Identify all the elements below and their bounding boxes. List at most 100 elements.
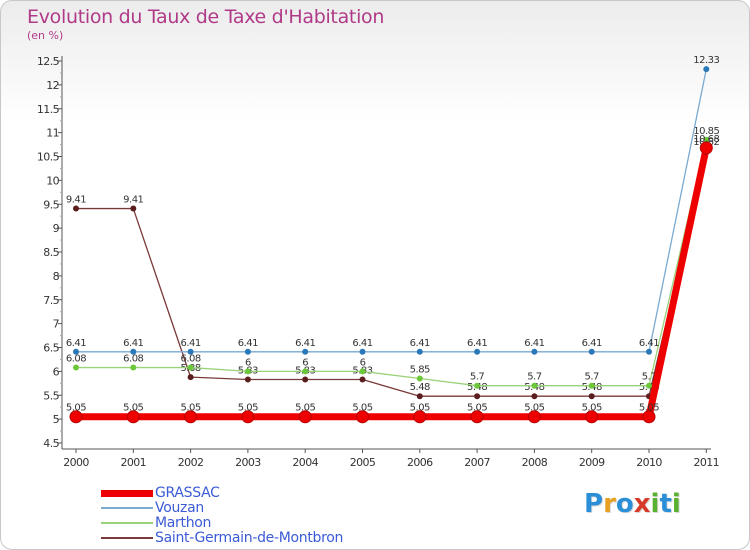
legend-swatch xyxy=(101,537,153,539)
data-label: 5.7 xyxy=(470,372,485,383)
data-point xyxy=(244,368,251,375)
legend-label: GRASSAC xyxy=(155,485,220,501)
data-point xyxy=(470,410,484,424)
data-label: 6.41 xyxy=(410,338,430,349)
brand-letter: i xyxy=(650,489,660,519)
x-tick-label: 2001 xyxy=(120,456,146,469)
brand-letter: r xyxy=(603,489,616,519)
data-point xyxy=(184,410,198,424)
data-point xyxy=(69,410,83,424)
data-point xyxy=(474,382,481,389)
brand-letter: P xyxy=(584,489,604,519)
x-tick-label: 2003 xyxy=(235,456,261,469)
data-label: 5.7 xyxy=(527,372,542,383)
y-tick-label: 6 xyxy=(53,365,60,378)
x-tick-label: 2004 xyxy=(292,456,318,469)
data-label: 5.05 xyxy=(295,403,315,414)
x-tick-label: 2010 xyxy=(636,456,662,469)
data-point xyxy=(474,393,481,400)
data-label: 5.05 xyxy=(238,403,258,414)
data-point xyxy=(302,368,309,375)
data-point xyxy=(416,393,423,400)
series-line-marthon xyxy=(76,139,707,387)
legend-label: Marthon xyxy=(155,515,212,531)
data-point xyxy=(646,348,652,355)
data-label: 6 xyxy=(360,357,366,368)
y-tick-label: 10 xyxy=(46,174,59,187)
data-point xyxy=(187,348,194,355)
data-point xyxy=(703,66,710,73)
data-point xyxy=(588,382,595,389)
y-tick-label: 11.5 xyxy=(37,103,60,116)
series-line-grassac xyxy=(76,147,710,421)
data-point xyxy=(527,410,541,424)
data-point xyxy=(244,348,251,355)
data-label: 5.05 xyxy=(352,403,372,414)
legend-swatch xyxy=(101,507,153,509)
y-tick-label: 6.5 xyxy=(43,342,59,355)
data-point xyxy=(413,410,427,424)
y-tick-label: 7.5 xyxy=(43,294,59,307)
y-tick-label: 8 xyxy=(53,270,60,283)
x-tick-label: 2007 xyxy=(464,456,490,469)
data-point xyxy=(531,382,538,389)
data-label: 5.05 xyxy=(582,403,602,414)
data-label: 6.41 xyxy=(352,338,372,349)
data-point xyxy=(73,364,79,371)
data-label: 6.41 xyxy=(524,338,544,349)
y-tick-label: 5 xyxy=(53,413,60,426)
data-point xyxy=(302,348,309,355)
data-point xyxy=(359,368,366,375)
brand-letter: t xyxy=(659,489,672,519)
brand-letter: i xyxy=(671,489,681,519)
data-label: 6.08 xyxy=(66,354,86,365)
y-tick-label: 4.5 xyxy=(43,437,59,450)
data-point xyxy=(359,376,366,383)
data-label: 6.41 xyxy=(639,338,659,349)
y-tick-label: 9 xyxy=(53,222,60,235)
data-point xyxy=(531,393,538,400)
data-label: 5.7 xyxy=(642,372,657,383)
data-point xyxy=(130,348,137,355)
brand-logo: Proxiti xyxy=(584,489,681,519)
y-tick-label: 8.5 xyxy=(43,246,59,259)
y-tick-label: 7 xyxy=(53,318,60,331)
data-point xyxy=(244,376,251,383)
data-label: 10.68 xyxy=(693,134,719,145)
data-point xyxy=(646,382,652,389)
data-label: 6.08 xyxy=(180,354,200,365)
data-label: 5.05 xyxy=(123,403,143,414)
data-label: 6.41 xyxy=(295,338,315,349)
data-point xyxy=(588,348,595,355)
data-point xyxy=(416,348,423,355)
series-line-saint-germain-de-montbron xyxy=(76,150,707,397)
x-tick-label: 2008 xyxy=(522,456,548,469)
data-point xyxy=(187,364,194,371)
data-point xyxy=(126,410,140,424)
data-point xyxy=(130,205,137,212)
brand-letter: x xyxy=(633,489,651,519)
y-tick-label: 11 xyxy=(46,127,59,140)
brand-letter: o xyxy=(615,489,634,519)
x-tick-label: 2005 xyxy=(350,456,376,469)
data-label: 6 xyxy=(245,357,251,368)
x-tick-label: 2011 xyxy=(693,456,719,469)
data-label: 6.41 xyxy=(467,338,487,349)
data-point xyxy=(130,364,137,371)
data-label: 5.05 xyxy=(639,403,659,414)
data-label: 5.05 xyxy=(524,403,544,414)
data-point xyxy=(416,375,423,382)
data-point xyxy=(699,141,713,155)
data-label: 5.05 xyxy=(410,403,430,414)
x-tick-label: 2009 xyxy=(579,456,605,469)
legend-label: Vouzan xyxy=(155,500,204,516)
data-label: 9.41 xyxy=(123,195,143,206)
data-label: 5.48 xyxy=(410,382,430,393)
data-point xyxy=(241,410,255,424)
series-line-vouzan xyxy=(76,68,707,353)
chart-subtitle: (en %) xyxy=(27,29,64,42)
legend-label: Saint-Germain-de-Montbron xyxy=(155,530,344,546)
data-label: 6.41 xyxy=(180,338,200,349)
data-point xyxy=(359,348,366,355)
data-label: 10.85 xyxy=(693,126,719,137)
